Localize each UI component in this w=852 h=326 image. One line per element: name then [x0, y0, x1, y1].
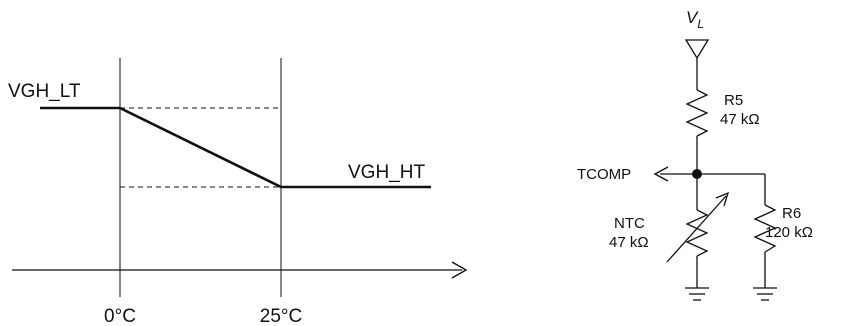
vgh-curve — [40, 106, 431, 189]
ground-r6-icon — [753, 287, 777, 301]
r6-value: 120 kΩ — [765, 224, 813, 241]
ntc-variable-arrow-icon — [715, 191, 730, 207]
ntc-variable-arrow-line — [666, 195, 727, 263]
r6-resistor-icon — [753, 204, 777, 253]
tcomp-arrow-icon — [653, 166, 669, 182]
ntc-value: 47 kΩ — [609, 234, 649, 251]
ntc-name: NTC — [614, 215, 645, 232]
r5-name: R5 — [724, 92, 743, 109]
x-axis-arrow-icon — [451, 261, 468, 279]
tcomp-label: TCOMP — [577, 166, 631, 183]
label-vgh-lt: VGH_LT — [8, 81, 81, 102]
r5-value: 47 kΩ — [720, 111, 760, 128]
vgh-temperature-graph: VGH_LT VGH_HT 0°C 25°C — [8, 58, 468, 326]
r6-name: R6 — [782, 205, 801, 222]
ground-ntc-icon — [685, 287, 709, 301]
supply-triangle-icon — [684, 39, 710, 60]
supply-label: VL — [686, 8, 704, 31]
tick-label-0c: 0°C — [104, 306, 136, 326]
label-vgh-ht: VGH_HT — [348, 162, 425, 183]
tick-label-25c: 25°C — [260, 306, 302, 326]
ntc-divider-circuit: VL R5 47 kΩ TCOMP R6 120 kΩ NTC 47 kΩ — [577, 8, 813, 301]
r5-resistor-icon — [685, 89, 709, 137]
ntc-resistor-icon — [685, 209, 709, 257]
